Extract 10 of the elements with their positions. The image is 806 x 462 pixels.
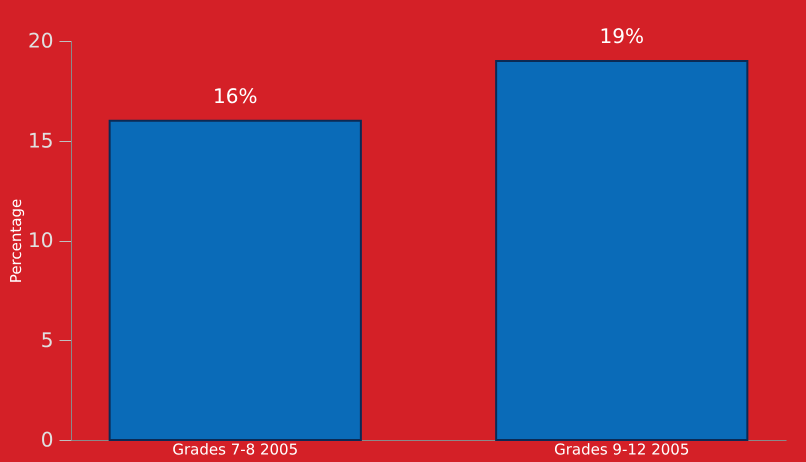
y-axis-title: Percentage [7, 198, 26, 284]
data-label: 19% [600, 24, 644, 48]
x-tick-label: Grades 9-12 2005 [554, 440, 690, 458]
y-tick-label: 20 [28, 28, 54, 52]
y-tick-label: 10 [28, 228, 54, 252]
x-tick-label: Grades 7-8 2005 [172, 440, 298, 458]
y-tick-label: 5 [40, 328, 54, 352]
data-label: 16% [213, 84, 258, 108]
y-tick-label: 0 [40, 428, 54, 452]
y-tick-label: 15 [28, 128, 54, 152]
